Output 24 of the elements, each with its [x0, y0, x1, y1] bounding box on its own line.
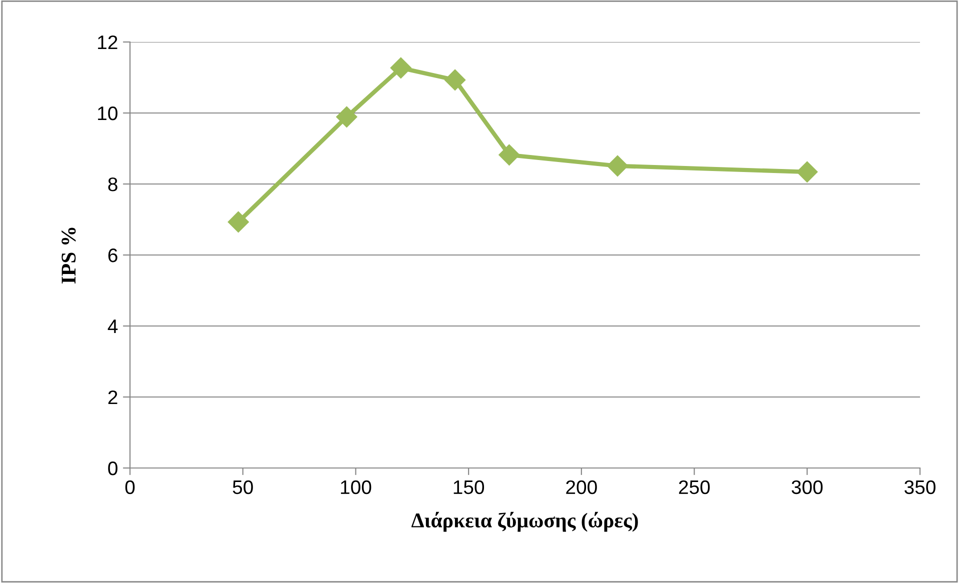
point [498, 144, 520, 166]
y-tick-label: 2 [108, 390, 118, 404]
y-tick-label: 8 [108, 177, 118, 192]
y-tick-label: 0 [108, 461, 118, 476]
x-tick-label: 200 [566, 480, 597, 494]
y-tick-label: 4 [108, 320, 118, 334]
point [444, 69, 466, 90]
point [228, 211, 249, 232]
x-axis-title: Διάρκεια ζύμωσης (ώρες) [411, 512, 638, 532]
x-tick-label: 300 [792, 480, 823, 494]
point [390, 57, 412, 78]
point [607, 155, 628, 176]
y-axis-title: IPS % [62, 228, 76, 284]
x-tick-label: 0 [125, 480, 135, 494]
y-tick-label: 10 [98, 106, 118, 120]
x-tick-label: 350 [904, 480, 936, 494]
point [336, 106, 358, 128]
y-tick-label: 6 [108, 248, 118, 262]
point [796, 161, 818, 182]
y-tick-label: 12 [98, 35, 118, 50]
x-tick-label: 100 [340, 480, 372, 494]
x-tick-label: 250 [679, 480, 710, 494]
x-tick-label: 50 [232, 480, 253, 494]
x-tick-label: 150 [454, 480, 484, 494]
